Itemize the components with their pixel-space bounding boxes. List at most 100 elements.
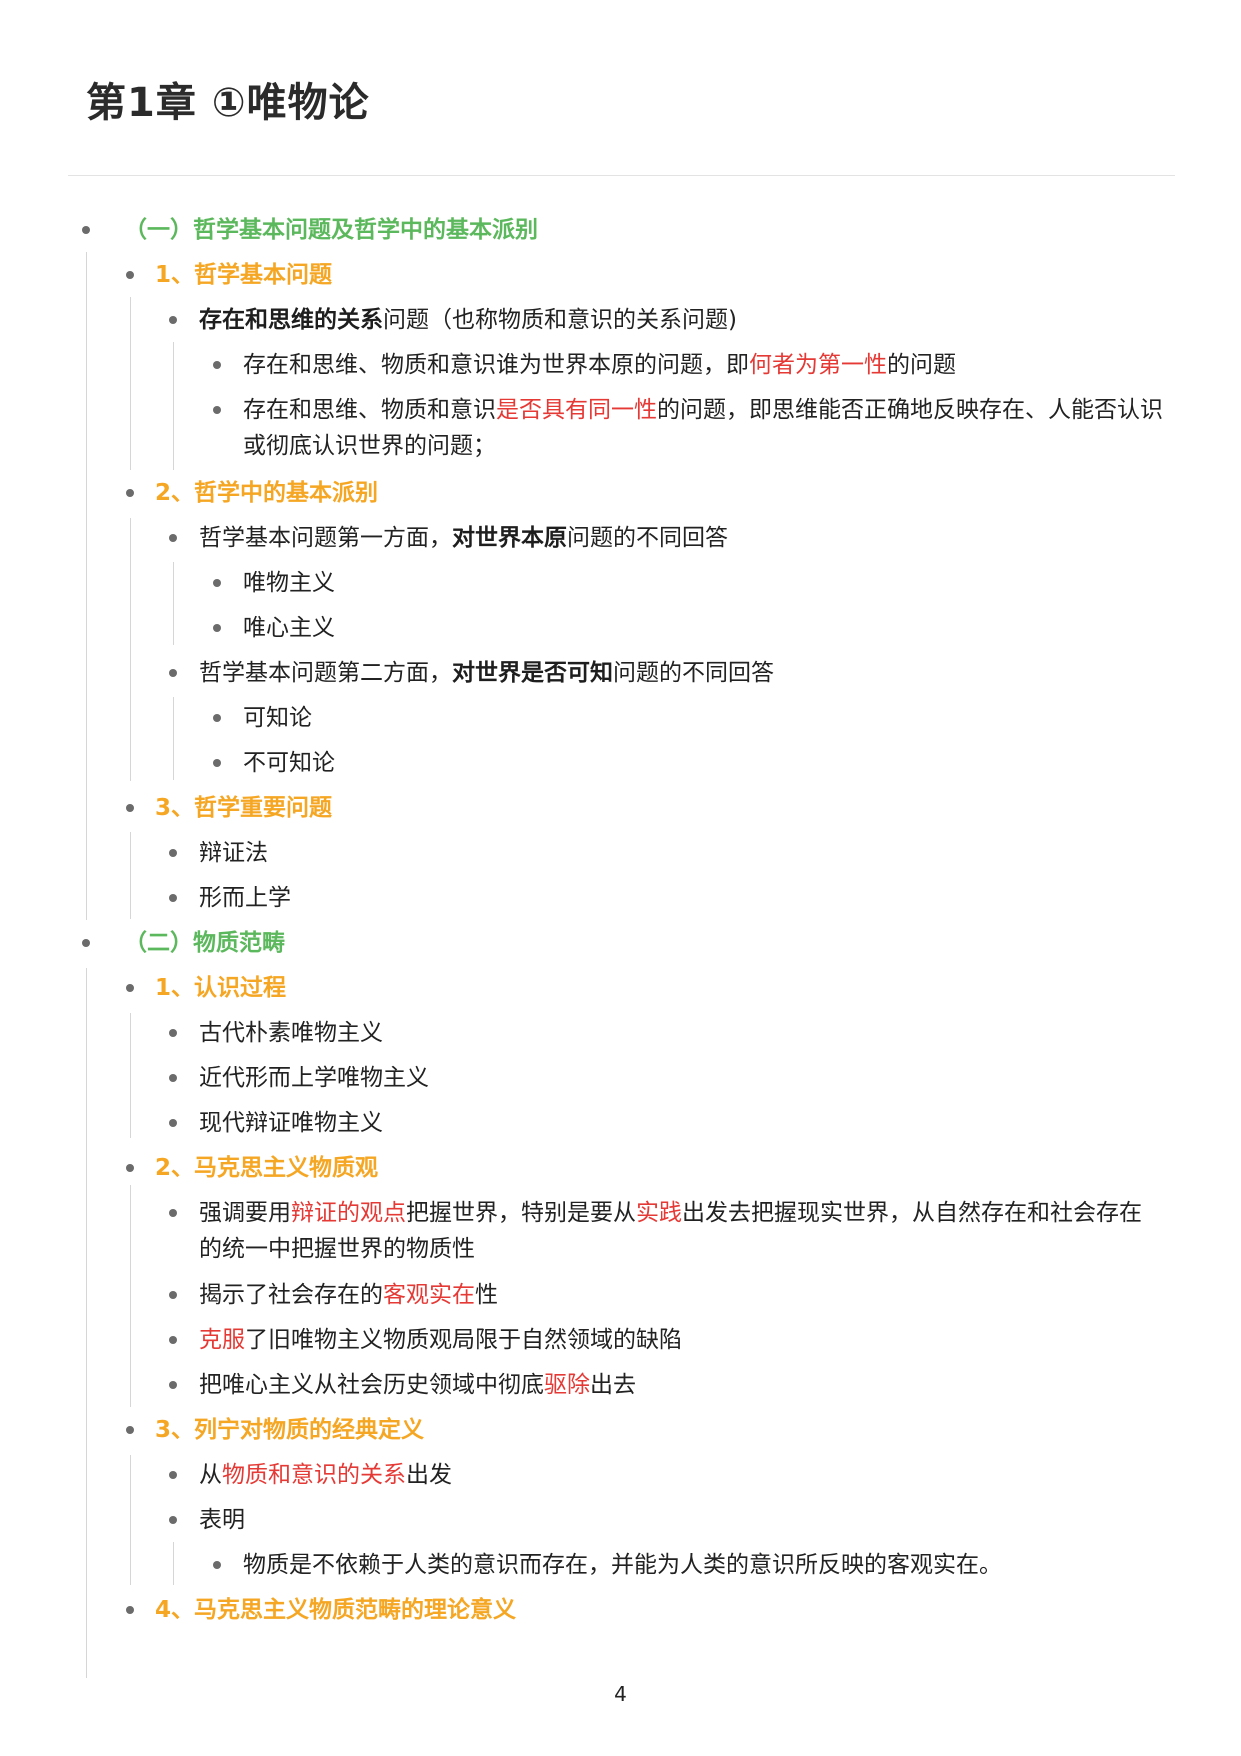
bullet (169, 1074, 177, 1082)
highlight-text: 实践 (636, 1200, 682, 1226)
item-text: 的问题，即思维能否正确地反映存在、人能否认识或彻底认识世界的问题； (243, 397, 1163, 459)
bullet (82, 939, 90, 947)
list-item: 揭示了社会存在的客观实在性 (199, 1277, 498, 1313)
list-item: 克服了旧唯物主义物质观局限于自然领域的缺陷 (199, 1322, 682, 1358)
bullet (213, 759, 221, 767)
item-text: 问题的不同回答 (613, 660, 774, 686)
bullet (169, 1336, 177, 1344)
guide-line (130, 1455, 131, 1585)
highlight-text: 辩证的观点 (291, 1200, 406, 1226)
outline-tree: （一）哲学基本问题及哲学中的基本派别 1、哲学基本问题 存在和思维的关系问题（也… (82, 217, 1173, 1678)
list-item: 唯心主义 (243, 615, 335, 641)
highlight-text: 客观实在 (383, 1282, 475, 1308)
list-item: 存在和思维、物质和意识谁为世界本原的问题，即何者为第一性的问题 (243, 347, 956, 383)
guide-line (130, 518, 131, 781)
bullet (126, 489, 134, 497)
item-text: 哲学基本问题第二方面， (199, 660, 452, 686)
page-number: 4 (614, 1682, 627, 1706)
guide-line (86, 968, 87, 1678)
bullet (126, 1426, 134, 1434)
item-text: 强调要用 (199, 1200, 291, 1226)
item-text: 出去 (590, 1372, 636, 1398)
list-item: 把唯心主义从社会历史领域中彻底驱除出去 (199, 1367, 636, 1403)
list-item: 存在和思维的关系问题（也称物质和意识的关系问题) (199, 302, 737, 338)
bullet (213, 579, 221, 587)
item-text: 存在和思维、物质和意识 (243, 397, 496, 423)
bullet (169, 1516, 177, 1524)
guide-line (173, 562, 174, 645)
guide-line (86, 252, 87, 920)
item-text: 性 (475, 1282, 498, 1308)
section-heading: （一）哲学基本问题及哲学中的基本派别 (124, 217, 538, 243)
highlight-text: 驱除 (544, 1372, 590, 1398)
list-item: 哲学基本问题第一方面，对世界本原问题的不同回答 (199, 520, 728, 556)
guide-line (173, 342, 174, 470)
guide-line (173, 697, 174, 780)
guide-line (130, 1185, 131, 1407)
section-heading: （二）物质范畴 (124, 930, 285, 956)
list-item: 唯物主义 (243, 570, 335, 596)
bullet (169, 1381, 177, 1389)
bullet (126, 984, 134, 992)
list-item: 形而上学 (199, 885, 291, 911)
list-item: 表明 (199, 1507, 245, 1533)
emphasis-text: 存在和思维的关系 (199, 307, 383, 333)
list-item: 可知论 (243, 705, 312, 731)
bullet (169, 1029, 177, 1037)
item-text: 哲学基本问题第一方面， (199, 525, 452, 551)
guide-line (130, 832, 131, 919)
list-item: 近代形而上学唯物主义 (199, 1065, 429, 1091)
item-text: 了旧唯物主义物质观局限于自然领域的缺陷 (245, 1327, 682, 1353)
highlight-text: 克服 (199, 1327, 245, 1353)
list-item: 现代辩证唯物主义 (199, 1110, 383, 1136)
subsection-heading: 4、马克思主义物质范畴的理论意义 (155, 1597, 517, 1623)
bullet (126, 271, 134, 279)
list-item: 哲学基本问题第二方面，对世界是否可知问题的不同回答 (199, 655, 774, 691)
bullet (126, 1606, 134, 1614)
bullet (169, 1471, 177, 1479)
bullet (169, 1209, 177, 1217)
emphasis-text: 对世界是否可知 (452, 660, 613, 686)
bullet (126, 804, 134, 812)
list-item: 从物质和意识的关系出发 (199, 1457, 452, 1493)
emphasis-text: 对世界本原 (452, 525, 567, 551)
bullet (213, 406, 221, 414)
item-text: 出发 (406, 1462, 452, 1488)
bullet (213, 361, 221, 369)
list-item: 辩证法 (199, 840, 268, 866)
subsection-heading: 1、认识过程 (155, 975, 287, 1001)
subsection-heading: 3、哲学重要问题 (155, 795, 333, 821)
item-text: 的问题 (887, 352, 956, 378)
list-item: 物质是不依赖于人类的意识而存在，并能为人类的意识所反映的客观实在。 (243, 1552, 1002, 1578)
item-text: 问题的不同回答 (567, 525, 728, 551)
item-text: 把握世界，特别是要从 (406, 1200, 636, 1226)
guide-line (173, 1542, 174, 1585)
item-text: 出发去把握现实世界，从自然存在和社会存在的统一中把握世界的物质性 (199, 1200, 1142, 1262)
bullet (169, 849, 177, 857)
subsection-heading: 1、哲学基本问题 (155, 262, 333, 288)
bullet (213, 714, 221, 722)
bullet (169, 1119, 177, 1127)
subsection-heading: 2、哲学中的基本派别 (155, 480, 379, 506)
bullet (169, 1291, 177, 1299)
list-item: 强调要用辩证的观点把握世界，特别是要从实践出发去把握现实世界，从自然存在和社会存… (199, 1195, 1154, 1267)
bullet (82, 226, 90, 234)
guide-line (130, 297, 131, 470)
subsection-heading: 2、马克思主义物质观 (155, 1155, 379, 1181)
list-item: 不可知论 (243, 750, 335, 776)
item-text: 把唯心主义从社会历史领域中彻底 (199, 1372, 544, 1398)
item-text: 从 (199, 1462, 222, 1488)
bullet (213, 624, 221, 632)
list-item: 存在和思维、物质和意识是否具有同一性的问题，即思维能否正确地反映存在、人能否认识… (243, 392, 1173, 464)
guide-line (130, 1013, 131, 1138)
list-item: 古代朴素唯物主义 (199, 1020, 383, 1046)
bullet (169, 669, 177, 677)
bullet (213, 1561, 221, 1569)
item-text: 存在和思维、物质和意识谁为世界本原的问题，即 (243, 352, 749, 378)
highlight-text: 是否具有同一性 (496, 397, 657, 423)
highlight-text: 物质和意识的关系 (222, 1462, 406, 1488)
item-text: 揭示了社会存在的 (199, 1282, 383, 1308)
bullet (169, 316, 177, 324)
subsection-heading: 3、列宁对物质的经典定义 (155, 1417, 425, 1443)
item-text: 问题（也称物质和意识的关系问题) (383, 307, 737, 333)
